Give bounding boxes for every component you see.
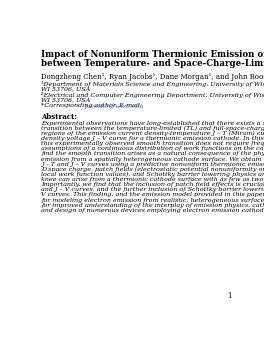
Text: and design of numerous devices employing electron emission cathodes.: and design of numerous devices employing… (41, 208, 264, 213)
Text: transition between the temperature-limited (TL) and full-space-charge-limited (F: transition between the temperature-limit… (41, 126, 264, 131)
Text: local work function values), and Schottky barrier lowering physics and illustrat: local work function values), and Schottk… (41, 172, 264, 177)
Text: Experimental observations have long-established that there exists a smooth ‘roll: Experimental observations have long-esta… (41, 121, 264, 126)
Text: density-voltage J – V curve for a thermionic emission cathode. In this paper, we: density-voltage J – V curve for a thermi… (41, 136, 264, 141)
Text: for improved understanding of the interplay of emission physics, cathode materia: for improved understanding of the interp… (41, 203, 264, 208)
Text: ²Electrical and Computer Engineering Department, University of Wisconsin-Madison: ²Electrical and Computer Engineering Dep… (41, 92, 264, 99)
Text: Abstract:: Abstract: (41, 113, 77, 121)
Text: between Temperature- and Space-Charge-Limited Emission: between Temperature- and Space-Charge-Li… (41, 59, 264, 68)
Text: knee can arise from a thermionic cathode surface with as few as two discrete wor: knee can arise from a thermionic cathode… (41, 177, 264, 182)
Text: assumptions of a continuous distribution of work functions on the cathode surfac: assumptions of a continuous distribution… (41, 146, 264, 151)
Text: WI 53706, USA: WI 53706, USA (41, 98, 91, 103)
Text: V curves. This finding, and the emission model provided in this paper have impor: V curves. This finding, and the emission… (41, 192, 264, 197)
Text: *Corresponding author. E-mail:: *Corresponding author. E-mail: (41, 103, 144, 108)
Text: emission from a spatially heterogeneous cathode surface. We obtain this smooth t: emission from a spatially heterogeneous … (41, 157, 264, 162)
Text: jbooske@wisc.edu: jbooske@wisc.edu (84, 103, 144, 109)
Text: J – T and J – V curves using a predictive nonuniform thermionic emission model t: J – T and J – V curves using a predictiv… (41, 162, 264, 167)
Text: for modeling electron emission from realistic, heterogeneous surfaces. Such mode: for modeling electron emission from real… (41, 197, 264, 203)
Text: this experimentally observed smooth transition does not require frequently used : this experimentally observed smooth tran… (41, 141, 264, 146)
Text: Dongzheng Chen¹, Ryan Jacobs¹, Dane Morgan¹, and John Booske²,*: Dongzheng Chen¹, Ryan Jacobs¹, Dane Morg… (41, 73, 264, 81)
Text: D space charge, patch fields (electrostatic potential nonuniformity on the catho: D space charge, patch fields (electrosta… (41, 167, 264, 172)
Text: Importantly, we find that the inclusion of patch field effects is crucial for ob: Importantly, we find that the inclusion … (41, 182, 264, 187)
Text: find the smooth transition arises as a natural consequence of the physics of non: find the smooth transition arises as a n… (41, 151, 264, 157)
Text: WI 53706, USA: WI 53706, USA (41, 87, 91, 92)
Text: and J – V curves, and the further inclusion of Schottky barrier lowering is need: and J – V curves, and the further inclus… (41, 187, 264, 192)
Text: Impact of Nonuniform Thermionic Emission on the Transition Behavior: Impact of Nonuniform Thermionic Emission… (41, 50, 264, 59)
Text: ¹Department of Materials Science and Engineering, University of Wisconsin-Madiso: ¹Department of Materials Science and Eng… (41, 81, 264, 87)
Text: regions of the emission current density-temperature J – T (Miram) curve, or the : regions of the emission current density-… (41, 131, 264, 136)
Text: 1: 1 (227, 292, 232, 299)
